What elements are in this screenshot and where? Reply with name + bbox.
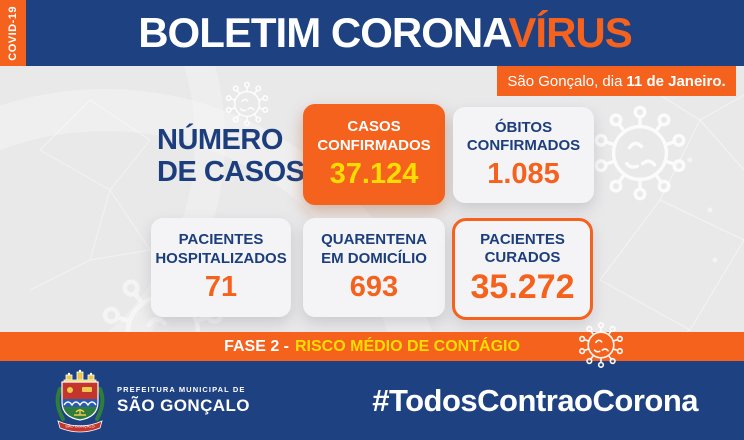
municipality-line2: SÃO GONÇALO bbox=[117, 396, 250, 415]
municipality-line1: PREFEITURA MUNICIPAL DE bbox=[117, 385, 246, 394]
crest-ribbon-text: SÃO GONÇALO bbox=[65, 423, 95, 428]
card-value: 71 bbox=[204, 270, 238, 303]
card-value: 37.124 bbox=[329, 157, 419, 190]
card-label: ÓBITOS CONFIRMADOS bbox=[466, 118, 581, 154]
bulletin-title: BOLETIM CORONAVÍRUS bbox=[138, 9, 633, 57]
card-pacientes-hospitalizados: PACIENTES HOSPITALIZADOS 71 bbox=[151, 218, 291, 317]
card-value: 35.272 bbox=[470, 268, 575, 307]
risk-label: RISCO MÉDIO DE CONTÁGIO bbox=[295, 337, 520, 355]
covid19-side-strip: COVID-19 bbox=[0, 0, 26, 66]
title-orange-part: VÍRUS bbox=[508, 9, 632, 56]
covid19-strip-label: COVID-19 bbox=[7, 5, 19, 61]
sao-goncalo-coat-of-arms: SÃO GONÇALO bbox=[55, 369, 105, 432]
card-quarentena-em-domicilio: QUARENTENA EM DOMICÍLIO 693 bbox=[303, 218, 445, 317]
card-value: 1.085 bbox=[487, 158, 560, 191]
date-badge-prefix: São Gonçalo, dia bbox=[507, 72, 623, 90]
phase-risk-bar: FASE 2 - RISCO MÉDIO DE CONTÁGIO bbox=[0, 332, 744, 361]
footer-bar: SÃO GONÇALO PREFEITURA MUNICIPAL DE SÃO … bbox=[0, 361, 744, 440]
card-label: PACIENTES HOSPITALIZADOS bbox=[155, 231, 287, 267]
card-label: QUARENTENA EM DOMICÍLIO bbox=[321, 231, 427, 267]
date-badge: São Gonçalo, dia 11 de Janeiro. bbox=[497, 66, 736, 96]
title-white-part: BOLETIM CORONA bbox=[138, 9, 509, 56]
card-casos-confirmados: CASOS CONFIRMADOS 37.124 bbox=[303, 104, 445, 205]
card-obitos-confirmados: ÓBITOS CONFIRMADOS 1.085 bbox=[453, 107, 594, 203]
campaign-hashtag: #TodosContraoCorona bbox=[372, 382, 698, 418]
card-value: 693 bbox=[349, 270, 399, 303]
date-badge-date: 11 de Janeiro. bbox=[626, 72, 726, 90]
card-label: PACIENTES CURADOS bbox=[480, 230, 565, 266]
municipality-name-block: PREFEITURA MUNICIPAL DE SÃO GONÇALO bbox=[117, 385, 250, 416]
section-title-numero-de-casos: NÚMERO DE CASOS: bbox=[157, 124, 314, 189]
phase-label: FASE 2 - bbox=[224, 337, 289, 355]
card-pacientes-curados: PACIENTES CURADOS 35.272 bbox=[452, 218, 593, 320]
header-bar: BOLETIM CORONAVÍRUS bbox=[0, 0, 744, 66]
card-label: CASOS CONFIRMADOS bbox=[317, 118, 431, 154]
